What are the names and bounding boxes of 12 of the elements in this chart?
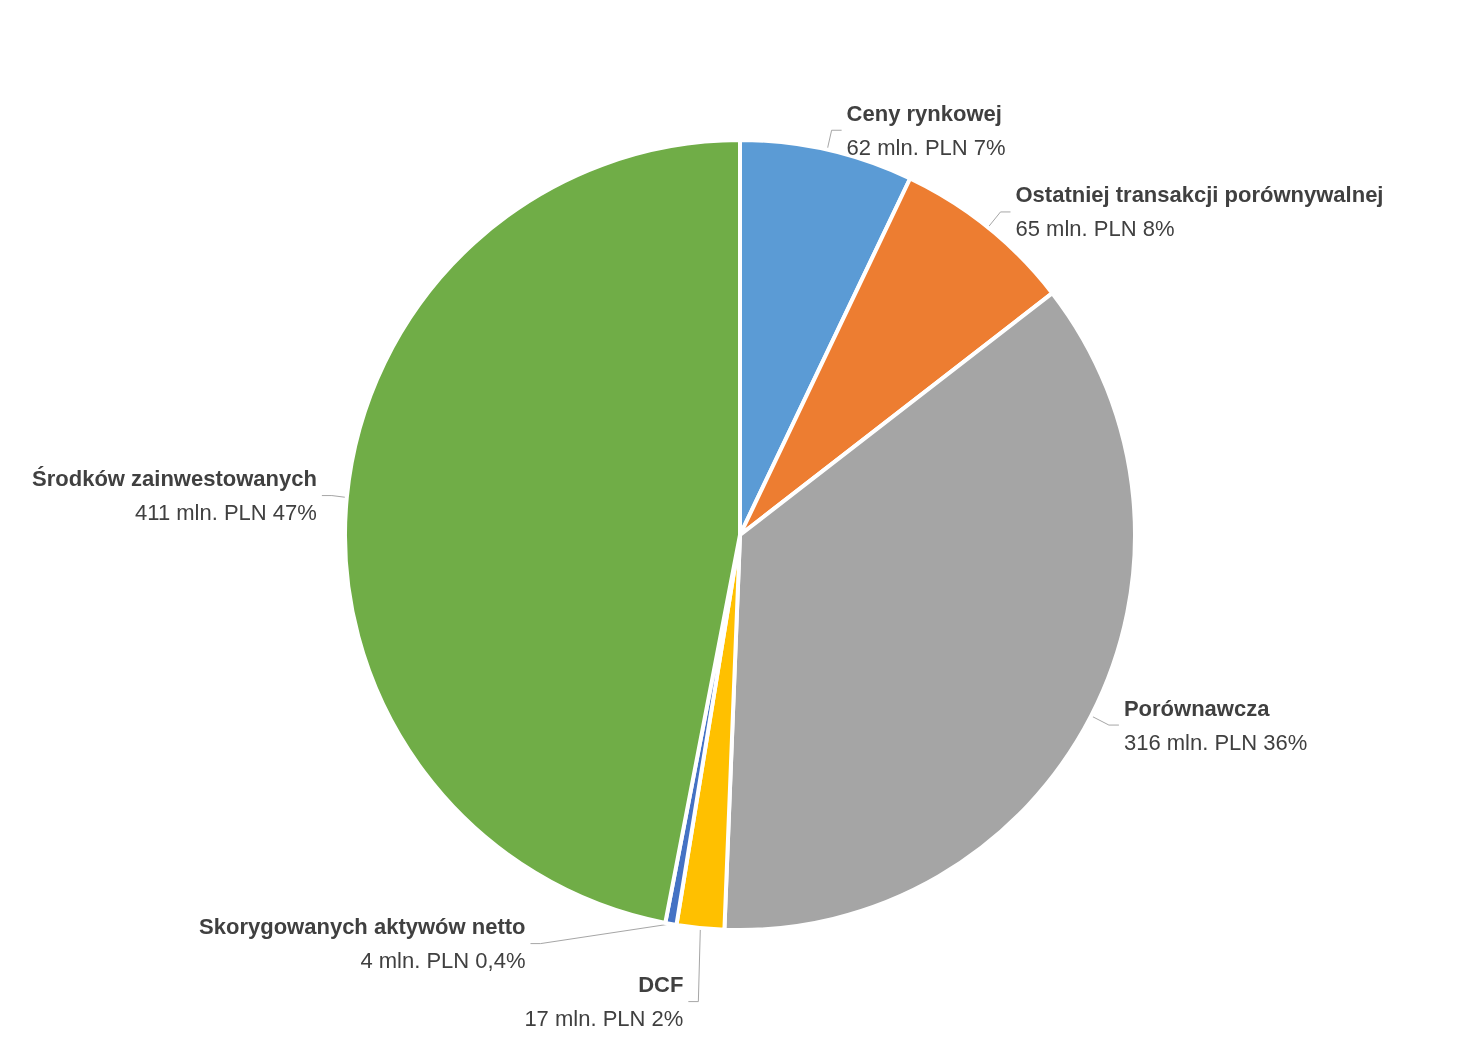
slice-label: Ceny rynkowej bbox=[846, 100, 1002, 126]
data-label: 316 mln. PLN 36% bbox=[1123, 729, 1308, 755]
slice-label: Porównawcza bbox=[1123, 695, 1271, 721]
data-label: 62 mln. PLN 7% bbox=[846, 134, 1006, 160]
data-label: 17 mln. PLN 2% bbox=[524, 1006, 684, 1032]
data-label: 65 mln. PLN 8% bbox=[1015, 216, 1175, 242]
slice-label: DCF bbox=[638, 972, 684, 998]
slice-label: Skorygowanych aktywów netto bbox=[199, 914, 526, 940]
data-label: 411 mln. PLN 47% bbox=[135, 500, 317, 526]
slice-label: Środków zainwestowanych bbox=[32, 466, 317, 492]
slice-label: Ostatniej transakcji porównywalnej bbox=[1015, 182, 1384, 208]
data-label: 4 mln. PLN 0,4% bbox=[360, 948, 526, 974]
